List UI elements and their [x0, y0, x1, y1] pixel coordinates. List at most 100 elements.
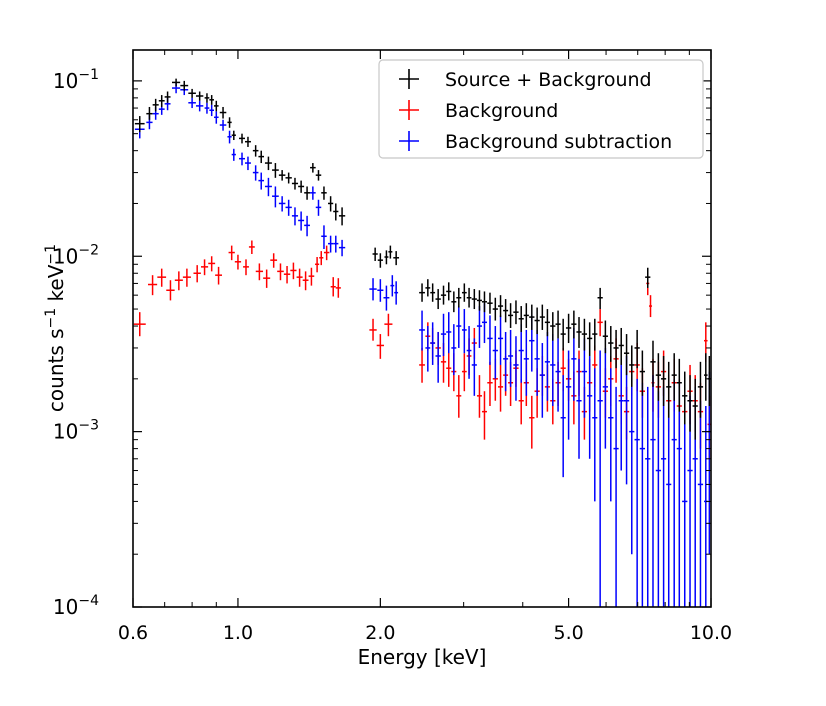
y-tick-label: 10−4 [53, 593, 99, 619]
data-point [476, 290, 482, 311]
data-point [285, 199, 292, 216]
data-point [666, 361, 672, 418]
data-point [481, 391, 487, 440]
data-point [671, 353, 677, 401]
y-tick-label-exponent: −1 [78, 67, 99, 83]
y-tick-label-base: 10 [53, 595, 78, 619]
data-point [503, 299, 509, 323]
data-point [328, 235, 334, 253]
data-point [645, 386, 651, 607]
data-point [157, 268, 167, 287]
data-point [335, 278, 341, 298]
data-point [219, 106, 227, 119]
plot-frame [132, 49, 712, 608]
data-point [272, 186, 279, 208]
legend-label: Background subtraction [445, 131, 672, 153]
data-point [623, 334, 630, 376]
data-point [255, 263, 264, 281]
data-point [597, 309, 603, 337]
data-point [608, 326, 614, 362]
data-point [487, 315, 493, 365]
data-point [200, 259, 209, 276]
x-tick-label: 1.0 [223, 622, 253, 644]
y-tick-label-exponent: −3 [78, 418, 99, 434]
series-background-subtraction [134, 83, 712, 607]
data-point [430, 322, 436, 365]
data-point [704, 353, 708, 401]
data-point [308, 267, 315, 286]
data-point [372, 247, 378, 261]
data-point [369, 278, 377, 301]
data-point [661, 355, 667, 406]
data-point [196, 100, 204, 112]
data-point [618, 358, 624, 471]
data-point [252, 145, 259, 157]
data-point [544, 331, 550, 401]
data-point [682, 371, 688, 425]
data-point [264, 156, 272, 171]
data-point [466, 326, 472, 379]
data-point [629, 345, 635, 387]
data-point [209, 104, 214, 117]
data-point [285, 172, 292, 184]
data-point [529, 304, 535, 330]
data-point [481, 291, 487, 313]
data-point [602, 347, 608, 449]
data-point [228, 245, 235, 261]
data-point [290, 262, 297, 280]
data-point [333, 235, 339, 253]
data-point [323, 245, 330, 261]
data-point [193, 265, 201, 283]
data-point [555, 310, 561, 339]
data-point [338, 239, 346, 257]
y-tick-label: 10−2 [53, 242, 99, 268]
data-point [565, 350, 572, 440]
data-point [487, 361, 493, 406]
data-point [321, 186, 327, 200]
x-tick-label: 5.0 [553, 622, 583, 644]
data-point [523, 329, 529, 396]
data-point [304, 215, 310, 237]
data-point [571, 327, 577, 401]
data-point [315, 257, 320, 273]
data-point [419, 283, 425, 302]
data-point [330, 277, 336, 297]
data-point [204, 102, 210, 114]
data-point [425, 326, 431, 372]
legend-item: Background [399, 100, 558, 122]
data-point [513, 336, 519, 401]
data-point [277, 263, 284, 281]
data-point [456, 306, 462, 348]
data-point [492, 297, 498, 321]
data-point [388, 245, 393, 259]
data-point [419, 310, 425, 351]
data-point [623, 355, 630, 485]
data-point [174, 271, 183, 291]
y-tick-label: 10−3 [53, 418, 99, 444]
data-point [451, 291, 457, 313]
data-point [188, 97, 196, 109]
data-point [456, 375, 462, 418]
legend-marker [399, 69, 419, 89]
data-point [315, 199, 322, 216]
data-point [655, 353, 661, 401]
y-tick-label-base: 10 [53, 69, 78, 93]
data-point [172, 78, 181, 87]
data-point [134, 116, 145, 133]
data-point [390, 275, 395, 297]
data-point [227, 130, 232, 144]
data-point [272, 163, 279, 178]
data-point [692, 378, 698, 440]
data-point [497, 315, 504, 365]
data-point [383, 285, 390, 311]
y-axis-label-mid: keV [44, 264, 68, 308]
data-point [466, 287, 472, 308]
data-point [613, 329, 619, 369]
data-point [687, 375, 693, 432]
data-point [248, 240, 255, 254]
data-point [471, 338, 477, 396]
data-point [592, 318, 598, 351]
data-point [146, 106, 153, 120]
data-point [219, 119, 227, 131]
data-point [550, 334, 556, 406]
